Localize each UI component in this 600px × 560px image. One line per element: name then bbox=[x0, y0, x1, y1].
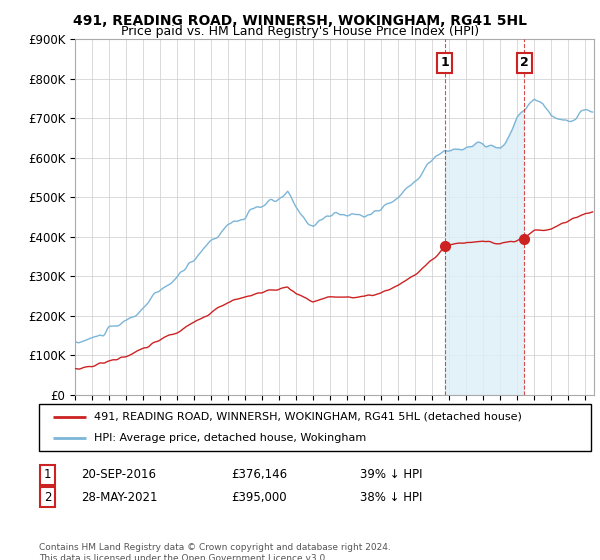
Text: 39% ↓ HPI: 39% ↓ HPI bbox=[360, 468, 422, 482]
Text: 1: 1 bbox=[44, 468, 52, 482]
Text: 2: 2 bbox=[520, 57, 529, 69]
Text: £376,146: £376,146 bbox=[231, 468, 287, 482]
Text: 491, READING ROAD, WINNERSH, WOKINGHAM, RG41 5HL (detached house): 491, READING ROAD, WINNERSH, WOKINGHAM, … bbox=[94, 412, 522, 422]
Text: 20-SEP-2016: 20-SEP-2016 bbox=[81, 468, 156, 482]
Text: Contains HM Land Registry data © Crown copyright and database right 2024.
This d: Contains HM Land Registry data © Crown c… bbox=[39, 543, 391, 560]
Text: 2: 2 bbox=[44, 491, 52, 504]
Text: Price paid vs. HM Land Registry's House Price Index (HPI): Price paid vs. HM Land Registry's House … bbox=[121, 25, 479, 38]
Text: HPI: Average price, detached house, Wokingham: HPI: Average price, detached house, Woki… bbox=[94, 433, 367, 444]
Text: 1: 1 bbox=[440, 57, 449, 69]
Text: 28-MAY-2021: 28-MAY-2021 bbox=[81, 491, 157, 504]
Text: £395,000: £395,000 bbox=[231, 491, 287, 504]
FancyBboxPatch shape bbox=[39, 404, 591, 451]
Text: 491, READING ROAD, WINNERSH, WOKINGHAM, RG41 5HL: 491, READING ROAD, WINNERSH, WOKINGHAM, … bbox=[73, 14, 527, 28]
Text: 38% ↓ HPI: 38% ↓ HPI bbox=[360, 491, 422, 504]
